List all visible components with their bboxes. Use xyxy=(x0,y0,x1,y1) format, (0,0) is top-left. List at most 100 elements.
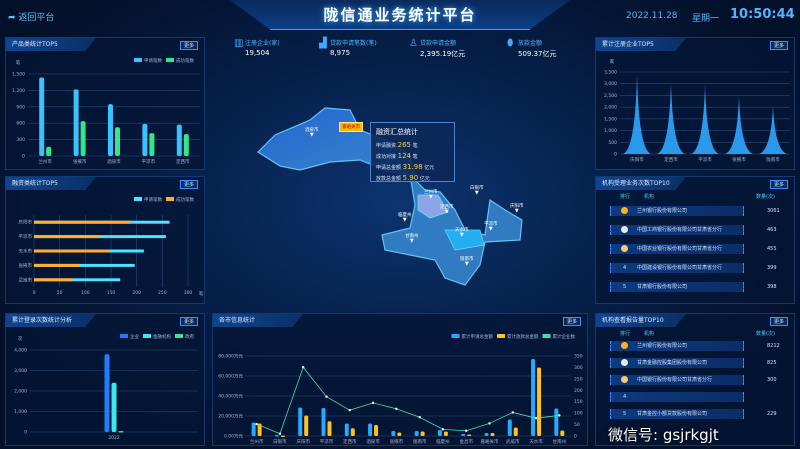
weekday: 星期一 xyxy=(692,14,720,24)
legend-swatch xyxy=(143,334,151,338)
map-city-label[interactable]: 天水市 ▼ xyxy=(455,228,469,238)
map-city-label[interactable]: 临夏州 ▼ xyxy=(398,213,412,223)
map-highlight-label[interactable]: 嘉峪关市 xyxy=(339,122,363,132)
table-row[interactable]: 4 中国建设银行股份有限公司甘肃省分行 399 xyxy=(610,263,777,273)
map-tooltip: 融资汇总统计 申请融资 265 笔成功对接 124 笔申请总金额 31.98 亿… xyxy=(370,122,455,182)
map-city-label[interactable]: 甘南州 ▼ xyxy=(405,234,419,244)
table-row[interactable]: 中国农业银行股份有限公司甘肃省分行 455 xyxy=(610,244,777,254)
line-point xyxy=(488,422,491,425)
panel-title: 机构查看报告量TOP10 xyxy=(596,314,686,327)
y-tick-label: 500 xyxy=(608,140,617,146)
panel-title: 累计登录次数统计分析 xyxy=(6,314,96,327)
x-tick-label: 定西市 xyxy=(343,438,357,445)
x-tick-label: 陇南市 xyxy=(766,156,780,163)
org-name: 中国银行股份有限公司甘肃省分行 xyxy=(637,377,713,383)
y-tick-label: 2,500 xyxy=(604,93,617,99)
more-button[interactable]: 更多 xyxy=(562,317,581,326)
more-button[interactable]: 更多 xyxy=(769,41,788,50)
legend-label: 累计申请总金额 xyxy=(462,333,494,340)
medal-icon xyxy=(621,207,628,214)
stat-0: ▥ 注册企业(家) 19,504 xyxy=(234,38,280,57)
bar xyxy=(374,425,379,436)
stat-value: 2,395.19亿元 xyxy=(420,50,466,58)
table-row[interactable]: 甘肃金融控股集团股份有限公司 825 xyxy=(610,358,777,368)
legend-label: 金融机构 xyxy=(153,333,171,340)
bar xyxy=(554,408,559,436)
map-city-label[interactable]: 酒泉市 ▼ xyxy=(305,128,319,138)
stat-label: 注册企业(家) xyxy=(245,40,280,47)
map-city-label[interactable]: 兰州市 ▼ xyxy=(424,190,438,200)
y-tick-label: 武威市 xyxy=(19,276,33,283)
city-chart: 累计企业数 累计放款总金额 累计申请总金额 0.00万元 20,000万元 40,000万… xyxy=(218,333,583,445)
bar xyxy=(327,421,332,436)
more-button[interactable]: 更多 xyxy=(769,317,788,326)
y2-tick-label: 50 xyxy=(574,422,580,428)
more-button[interactable]: 更多 xyxy=(179,41,198,50)
x-tick-label: 兰州市 xyxy=(38,158,52,165)
y-tick-label: 2,000 xyxy=(14,389,27,395)
bar xyxy=(34,235,101,239)
map-pin-icon: ▼ xyxy=(488,226,493,232)
more-button[interactable]: 更多 xyxy=(769,180,788,189)
table-row[interactable]: 4 xyxy=(610,392,744,402)
y-tick-label: 0 xyxy=(22,154,25,160)
map-pin-icon: ▼ xyxy=(402,217,407,223)
y2-tick-label: 350 xyxy=(574,354,583,360)
org-name: 兰州银行股份有限公司 xyxy=(637,208,688,214)
map-city-label[interactable]: 庆阳市 ▼ xyxy=(510,204,524,214)
x-tick-label: 平凉市 xyxy=(698,156,712,163)
line-point xyxy=(534,416,538,420)
bar xyxy=(80,121,86,156)
legend-label: 累计放款总金额 xyxy=(507,333,539,340)
table-row[interactable]: 兰州银行股份有限公司 3061 xyxy=(610,206,780,216)
tooltip-unit: 亿元 xyxy=(424,165,435,171)
map-region-tianshui[interactable] xyxy=(444,229,485,251)
col-count: 数量(次) xyxy=(756,331,775,337)
x-tick-label: 酒泉市 xyxy=(107,158,121,165)
header: 陇信通业务统计平台 ➦ 返回平台 2022.11.28 星期一 10:50:44 xyxy=(0,0,800,34)
map-pin-icon: ▼ xyxy=(464,261,469,267)
more-button[interactable]: 更多 xyxy=(179,317,198,326)
table-row[interactable]: 5 甘肃银行股份有限公司 398 xyxy=(610,282,777,292)
map-city-label[interactable]: 定西市 ▼ xyxy=(440,205,454,215)
back-button[interactable]: ➦ 返回平台 xyxy=(8,10,54,23)
bar xyxy=(350,428,355,436)
tooltip-label: 成功对接 xyxy=(376,154,397,160)
table-row[interactable]: 兰州银行股份有限公司 8212 xyxy=(610,341,780,351)
panel-title: 累计注册企业TOP5 xyxy=(596,38,686,51)
table-row[interactable]: 中国银行股份有限公司甘肃省分行 300 xyxy=(610,375,777,385)
map-city-label[interactable]: 白银市 ▼ xyxy=(470,186,484,196)
map-city-label[interactable]: 平凉市 ▼ xyxy=(484,222,498,232)
y-tick-label: 900 xyxy=(16,104,25,110)
more-button[interactable]: 更多 xyxy=(179,180,198,189)
col-org: 机构 xyxy=(644,194,655,200)
bar xyxy=(73,89,79,156)
bar xyxy=(111,382,117,432)
rank-number: 5 xyxy=(623,411,627,417)
legend-swatch xyxy=(134,197,142,201)
map-pin-icon: ▼ xyxy=(428,194,433,200)
x-tick-label: 张掖市 xyxy=(73,158,87,165)
bar xyxy=(104,354,110,432)
city-name: 甘南州 xyxy=(405,234,419,239)
bar xyxy=(115,127,120,156)
stat-value: 8,975 xyxy=(330,49,351,57)
y2-tick-label: 200 xyxy=(574,388,583,394)
tooltip-label: 申请融资 xyxy=(376,143,397,149)
table-row[interactable]: 5 甘肃金控小额贷款股份有限公司 229 xyxy=(610,409,777,419)
line-point xyxy=(395,407,398,410)
x-tick-label: 150 xyxy=(107,290,116,296)
building-icon: ▥ xyxy=(234,38,244,49)
line-point xyxy=(511,411,514,414)
tooltip-unit: 亿元 xyxy=(419,176,430,182)
tooltip-label: 申请总金额 xyxy=(376,165,402,171)
map-region-lanzhou[interactable] xyxy=(417,194,449,219)
city-name: 定西市 xyxy=(440,205,454,210)
line-point xyxy=(371,401,375,405)
map-city-label[interactable]: 陇南市 ▼ xyxy=(460,257,474,267)
table-row[interactable]: 中国工商银行股份有限公司甘肃省分行 463 xyxy=(610,225,777,235)
panel-finance: 融资类统计TOP5 更多 成功笔数 申请笔数笔 0 50 100 150 200 250 300… xyxy=(5,176,205,304)
count: 229 xyxy=(767,411,777,417)
count: 3061 xyxy=(767,208,780,214)
y-tick-label: 天水市 xyxy=(19,248,33,255)
